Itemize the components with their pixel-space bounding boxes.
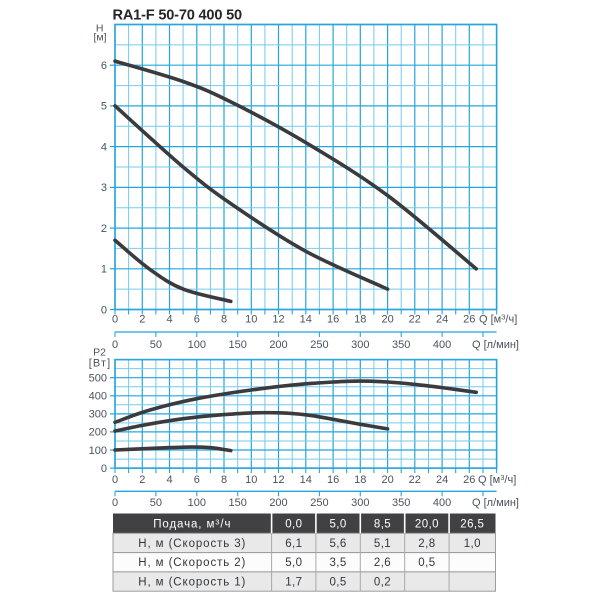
svg-text:26,5: 26,5 bbox=[460, 519, 484, 531]
svg-text:400: 400 bbox=[433, 497, 451, 509]
svg-text:0: 0 bbox=[112, 474, 118, 486]
svg-text:300: 300 bbox=[351, 339, 369, 351]
svg-text:4: 4 bbox=[101, 141, 107, 153]
svg-text:0,0: 0,0 bbox=[285, 519, 302, 531]
svg-text:350: 350 bbox=[392, 497, 410, 509]
svg-text:6: 6 bbox=[194, 313, 200, 325]
svg-text:3: 3 bbox=[101, 182, 107, 194]
svg-text:4: 4 bbox=[166, 313, 172, 325]
svg-text:18: 18 bbox=[354, 313, 366, 325]
svg-text:16: 16 bbox=[327, 474, 339, 486]
svg-text:RA1-F 50-70 400 50: RA1-F 50-70 400 50 bbox=[113, 8, 243, 24]
svg-text:[Вт]: [Вт] bbox=[89, 358, 112, 370]
svg-text:2,6: 2,6 bbox=[374, 557, 391, 569]
svg-text:6: 6 bbox=[101, 60, 107, 72]
svg-text:20,0: 20,0 bbox=[415, 519, 439, 531]
svg-text:300: 300 bbox=[89, 409, 107, 421]
svg-text:300: 300 bbox=[351, 497, 369, 509]
svg-text:18: 18 bbox=[354, 474, 366, 486]
svg-text:24: 24 bbox=[436, 474, 448, 486]
svg-text:20: 20 bbox=[381, 313, 393, 325]
svg-text:0,5: 0,5 bbox=[418, 557, 435, 569]
svg-text:16: 16 bbox=[327, 313, 339, 325]
svg-text:12: 12 bbox=[272, 474, 284, 486]
svg-text:0: 0 bbox=[112, 313, 118, 325]
svg-text:3,5: 3,5 bbox=[330, 557, 347, 569]
svg-text:Q [м3/ч]: Q [м3/ч] bbox=[478, 474, 516, 487]
svg-text:Q [м3/ч]: Q [м3/ч] bbox=[479, 313, 517, 326]
svg-text:200: 200 bbox=[269, 497, 287, 509]
svg-text:2: 2 bbox=[101, 223, 107, 235]
svg-text:100: 100 bbox=[89, 445, 107, 457]
svg-text:10: 10 bbox=[245, 474, 257, 486]
svg-text:5,1: 5,1 bbox=[374, 538, 391, 550]
svg-text:10: 10 bbox=[245, 313, 257, 325]
svg-text:Н, м (Скорость 1): Н, м (Скорость 1) bbox=[138, 577, 246, 589]
svg-text:1,0: 1,0 bbox=[464, 538, 481, 550]
svg-text:150: 150 bbox=[229, 339, 247, 351]
svg-text:2,8: 2,8 bbox=[418, 538, 435, 550]
svg-text:22: 22 bbox=[409, 313, 421, 325]
svg-text:P2: P2 bbox=[93, 347, 106, 359]
svg-text:5,0: 5,0 bbox=[285, 557, 302, 569]
svg-text:Н, м (Скорость 2): Н, м (Скорость 2) bbox=[138, 557, 246, 569]
svg-text:5: 5 bbox=[101, 101, 107, 113]
svg-text:Подача, м3/ч: Подача, м3/ч bbox=[153, 518, 231, 531]
svg-text:2: 2 bbox=[139, 474, 145, 486]
svg-text:14: 14 bbox=[300, 313, 312, 325]
svg-text:Q [л/мин]: Q [л/мин] bbox=[472, 339, 519, 351]
svg-text:8,5: 8,5 bbox=[374, 519, 391, 531]
svg-text:8: 8 bbox=[221, 313, 227, 325]
svg-text:Н, м (Скорость 3): Н, м (Скорость 3) bbox=[138, 538, 246, 550]
svg-text:[м]: [м] bbox=[93, 32, 106, 44]
svg-text:0: 0 bbox=[101, 463, 107, 475]
svg-text:Q [л/мин]: Q [л/мин] bbox=[472, 497, 519, 509]
svg-text:6,1: 6,1 bbox=[285, 538, 302, 550]
svg-text:50: 50 bbox=[150, 497, 162, 509]
svg-text:24: 24 bbox=[436, 313, 448, 325]
svg-text:14: 14 bbox=[300, 474, 312, 486]
svg-text:500: 500 bbox=[89, 373, 107, 385]
svg-text:0: 0 bbox=[112, 339, 118, 351]
svg-text:100: 100 bbox=[188, 497, 206, 509]
svg-text:400: 400 bbox=[433, 339, 451, 351]
svg-text:200: 200 bbox=[89, 427, 107, 439]
svg-text:8: 8 bbox=[221, 474, 227, 486]
svg-text:50: 50 bbox=[150, 339, 162, 351]
svg-text:2: 2 bbox=[139, 313, 145, 325]
svg-text:H: H bbox=[96, 23, 104, 35]
svg-text:4: 4 bbox=[166, 474, 172, 486]
svg-text:1: 1 bbox=[101, 264, 107, 276]
svg-text:150: 150 bbox=[229, 497, 247, 509]
svg-text:0: 0 bbox=[101, 304, 107, 316]
svg-text:400: 400 bbox=[89, 391, 107, 403]
svg-text:0,5: 0,5 bbox=[330, 577, 347, 589]
svg-text:20: 20 bbox=[381, 474, 393, 486]
svg-text:6: 6 bbox=[194, 474, 200, 486]
svg-text:250: 250 bbox=[310, 339, 328, 351]
svg-text:1,7: 1,7 bbox=[285, 577, 302, 589]
svg-text:22: 22 bbox=[409, 474, 421, 486]
svg-text:0: 0 bbox=[112, 497, 118, 509]
svg-text:100: 100 bbox=[188, 339, 206, 351]
svg-text:350: 350 bbox=[392, 339, 410, 351]
svg-text:5,0: 5,0 bbox=[330, 519, 347, 531]
svg-text:26: 26 bbox=[463, 474, 475, 486]
svg-text:200: 200 bbox=[269, 339, 287, 351]
svg-text:26: 26 bbox=[463, 313, 475, 325]
svg-text:12: 12 bbox=[272, 313, 284, 325]
svg-text:250: 250 bbox=[310, 497, 328, 509]
svg-text:0,2: 0,2 bbox=[374, 577, 391, 589]
svg-text:5,6: 5,6 bbox=[330, 538, 347, 550]
